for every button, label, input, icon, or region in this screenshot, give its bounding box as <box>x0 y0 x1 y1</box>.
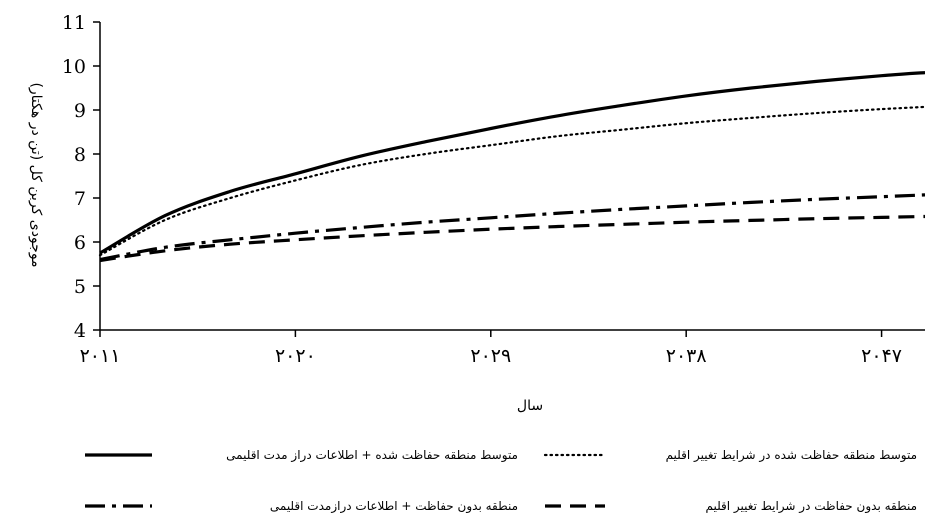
series-line-unprotected-longterm <box>99 193 925 262</box>
y-tick-label: 9 <box>74 100 86 122</box>
y-axis-title: موجودی کربن کل (تن در هکتار) <box>28 82 44 267</box>
x-tick-label: ۲۰۳۸ <box>666 345 707 367</box>
legend-label: منطقه بدون حفاظت در شرایط تغییر اقلیم <box>705 499 917 514</box>
y-ticks: 4 5 6 7 8 9 10 11 <box>62 12 100 342</box>
legend: متوسط منطقه حفاظت شده + اطلاعات دراز مدت… <box>85 448 917 514</box>
x-tick-label: ۲۰۲۹ <box>470 345 511 367</box>
x-axis-title: سال <box>517 398 543 414</box>
y-tick-label: 11 <box>62 12 86 34</box>
y-tick-label: 8 <box>74 144 86 166</box>
legend-label: متوسط منطقه حفاظت شده + اطلاعات دراز مدت… <box>226 448 518 463</box>
x-tick-label: ۲۰۲۰ <box>275 345 316 367</box>
x-tick-label: ۲۰۴۷ <box>861 345 902 367</box>
series-line-protected-longterm <box>99 71 925 255</box>
legend-label: متوسط منطقه حفاظت شده در شرایط تغییر اقل… <box>666 448 917 463</box>
x-tick-label: ۲۰۱۱ <box>80 345 121 367</box>
y-tick-label: 7 <box>74 188 86 210</box>
x-ticks: ۲۰۱۱ ۲۰۲۰ ۲۰۲۹ ۲۰۳۸ ۲۰۴۷ <box>80 330 902 367</box>
y-tick-label: 4 <box>74 320 86 342</box>
series-line-unprotected-climate-change <box>99 214 925 263</box>
legend-label: منطقه بدون حفاظت + اطلاعات درازمدت اقلیم… <box>270 499 518 514</box>
series-line-protected-climate-change <box>98 105 925 257</box>
y-tick-label: 5 <box>74 276 86 298</box>
axes <box>99 22 925 331</box>
y-tick-label: 6 <box>74 232 86 254</box>
series-lines <box>98 71 925 263</box>
y-tick-label: 10 <box>62 56 86 78</box>
